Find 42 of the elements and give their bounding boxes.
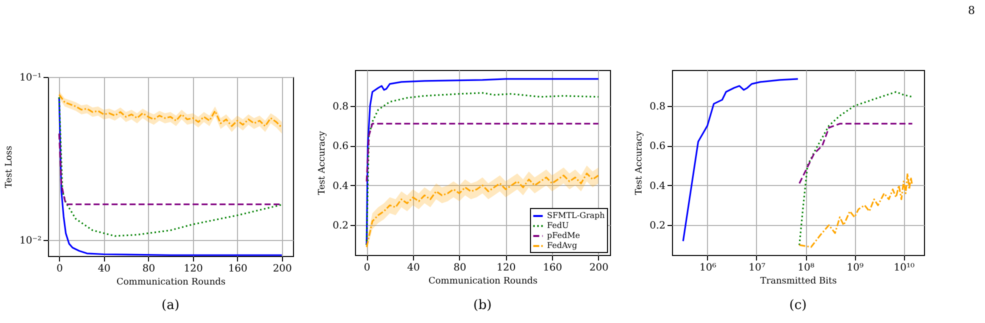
x-tick-label: 200 xyxy=(589,262,608,274)
legend-label: FedU xyxy=(547,221,569,230)
y-tick-label: 10⁻¹ xyxy=(19,72,42,84)
text: (b) xyxy=(473,298,492,313)
x-tick-label: 120 xyxy=(184,264,203,274)
y-tick-label: 0.4 xyxy=(650,180,666,192)
x-tick-label: 80 xyxy=(142,264,156,274)
y-tick-label: 0.8 xyxy=(332,101,348,112)
x-tick-label: 200 xyxy=(272,264,292,274)
y-tick-label: 0.6 xyxy=(650,141,666,152)
y-axis-title: Test Accuracy xyxy=(318,130,328,195)
x-tick-label: 10¹⁰ xyxy=(894,262,915,274)
y-tick-label: 0.4 xyxy=(332,180,348,192)
x-tick-label: 160 xyxy=(228,264,248,274)
x-tick-label: 0 xyxy=(364,262,370,274)
y-tick-label: 0.6 xyxy=(332,141,348,152)
x-tick-label: 10⁶ xyxy=(700,262,716,274)
x-tick-label: 80 xyxy=(453,262,466,274)
line-series xyxy=(58,94,283,128)
x-axis-title: Communication Rounds xyxy=(116,278,226,288)
x-tick-label: 10⁸ xyxy=(798,262,814,274)
text: 8 xyxy=(968,4,975,17)
legend-label: FedAvg xyxy=(547,241,578,250)
x-tick-label: 160 xyxy=(543,262,562,274)
x-tick-label: 120 xyxy=(496,262,516,274)
x-axis-title: Communication Rounds xyxy=(428,276,538,286)
x-tick-label: 10⁷ xyxy=(748,262,766,274)
y-tick-label: 0.2 xyxy=(650,220,666,232)
x-tick-label: 10⁹ xyxy=(846,262,864,274)
y-axis-title: Test Accuracy xyxy=(634,130,645,195)
x-tick-label: 40 xyxy=(407,262,420,274)
x-axis-title: Transmitted Bits xyxy=(760,276,838,286)
text: (a) xyxy=(162,298,180,313)
y-tick-label: 0.8 xyxy=(650,101,666,112)
legend-label: SFMTL-Graph xyxy=(547,211,605,220)
x-tick-label: 40 xyxy=(98,264,111,274)
y-axis-title: Test Loss xyxy=(4,145,14,188)
x-tick-label: 0 xyxy=(56,264,63,274)
text: (c) xyxy=(789,298,807,313)
y-tick-label: 10⁻² xyxy=(19,236,42,247)
legend-label: pFedMe xyxy=(547,231,580,240)
y-tick-label: 0.2 xyxy=(332,220,348,232)
